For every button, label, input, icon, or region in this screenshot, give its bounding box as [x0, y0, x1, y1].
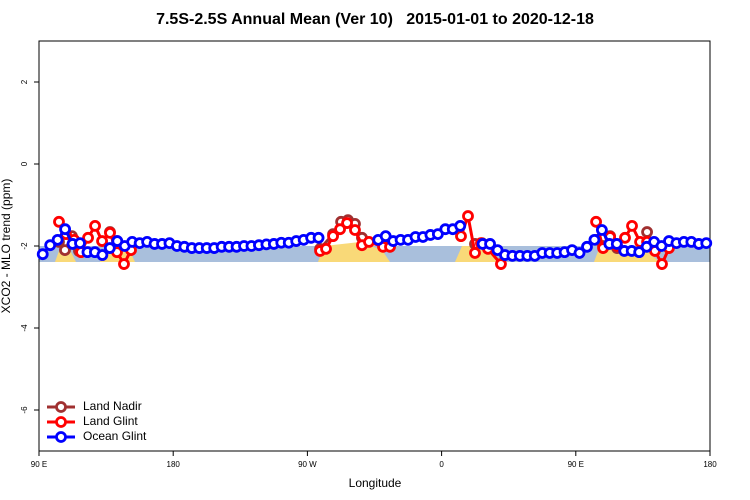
data-point — [626, 220, 638, 232]
y-tick-label: -6 — [20, 406, 29, 414]
data-point — [595, 224, 608, 236]
data-point — [74, 237, 86, 250]
data-point — [484, 238, 496, 250]
data-point — [59, 244, 71, 257]
data-point — [619, 231, 631, 244]
data-point — [590, 215, 602, 228]
data-point — [700, 237, 713, 250]
data-point — [641, 226, 653, 238]
data-point — [656, 258, 668, 270]
data-point — [51, 233, 64, 246]
data-point — [96, 235, 108, 247]
data-point — [455, 230, 467, 243]
data-point — [363, 235, 375, 248]
data-point — [588, 233, 601, 246]
data-point — [89, 220, 101, 232]
x-axis-label: Longitude — [349, 476, 402, 490]
data-point — [573, 247, 586, 259]
data-point — [103, 242, 116, 254]
data-point — [312, 231, 325, 244]
data-point — [104, 226, 116, 239]
data-point — [495, 258, 507, 270]
data-point — [96, 249, 109, 261]
data-point — [327, 230, 339, 243]
data-point — [36, 248, 49, 261]
data-point — [334, 223, 346, 236]
x-tick-label: 90 W — [298, 460, 317, 469]
legend-label: Land Nadir — [83, 399, 142, 413]
data-point — [53, 215, 65, 228]
x-tick-label: 180 — [167, 460, 181, 469]
y-tick-label: 2 — [20, 79, 29, 84]
legend-marker — [55, 416, 67, 428]
data-point — [349, 224, 361, 236]
data-point — [454, 220, 467, 232]
data-point — [44, 239, 57, 252]
legend-marker — [55, 401, 67, 413]
land-shade — [318, 242, 390, 262]
data-point — [118, 258, 130, 270]
y-axis-label: XCO2 - MLO trend (ppm) — [0, 179, 13, 314]
data-point — [469, 247, 481, 259]
data-point — [581, 240, 593, 253]
data-point — [59, 223, 71, 236]
x-tick-label: 90 E — [31, 460, 47, 469]
y-tick-label: -2 — [20, 242, 29, 250]
data-point — [341, 217, 353, 229]
x-tick-label: 0 — [439, 460, 444, 469]
legend-label: Ocean Glint — [83, 429, 147, 443]
legend-marker — [55, 431, 67, 443]
data-point — [82, 231, 94, 244]
data-point — [633, 246, 646, 259]
x-tick-label: 180 — [703, 460, 717, 469]
legend-label: Land Glint — [83, 414, 138, 428]
data-point — [610, 238, 623, 250]
y-tick-label: -4 — [20, 324, 29, 332]
data-point — [320, 242, 332, 255]
x-tick-label: 90 E — [568, 460, 584, 469]
data-point — [462, 210, 474, 222]
y-tick-label: 0 — [20, 161, 29, 166]
chart-title: 7.5S-2.5S Annual Mean (Ver 10) 2015-01-0… — [156, 11, 594, 28]
